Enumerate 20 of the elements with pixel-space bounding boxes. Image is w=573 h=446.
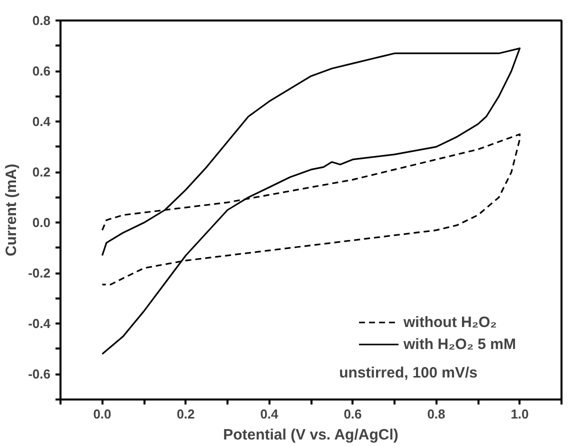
x-tick-label: 0.8	[427, 406, 446, 422]
y-tick-label: 0.4	[32, 114, 52, 130]
y-tick-label: -0.2	[28, 266, 51, 281]
x-tick-label: 0.4	[260, 406, 280, 422]
y-tick-label: 0.2	[32, 164, 51, 180]
x-tick-label: 0.2	[176, 406, 195, 422]
legend-label: with H₂O₂ 5 mM	[404, 336, 516, 352]
x-tick-label: 0.0	[93, 406, 112, 422]
y-tick-label: -0.6	[28, 366, 51, 382]
annotation: unstirred, 100 mV/s	[339, 364, 478, 382]
x-axis-title: Potential (V vs. Ag/AgCl)	[223, 426, 398, 444]
y-tick-label: 0.6	[32, 64, 51, 79]
x-tick-label: 1.0	[510, 406, 529, 422]
y-tick-label: 0.0	[32, 215, 51, 230]
y-tick-label: 0.8	[32, 13, 51, 28]
legend-label: without H₂O₂	[404, 314, 497, 330]
x-tick-label: 0.6	[344, 406, 362, 422]
line-series	[101, 47, 521, 355]
y-axis-title: Current (mA)	[3, 164, 20, 256]
y-tick-label: -0.4	[28, 316, 52, 332]
